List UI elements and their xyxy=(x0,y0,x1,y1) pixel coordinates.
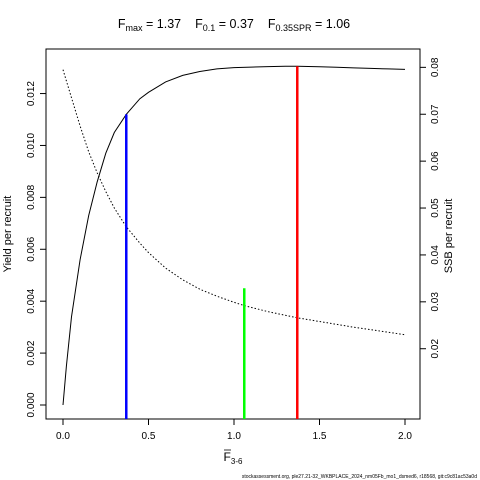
fspr-subscript: 0.35SPR xyxy=(276,23,313,33)
yield-per-recruit-line xyxy=(62,65,406,406)
reference-lines xyxy=(125,66,299,419)
y2-tick-label: 0.05 xyxy=(430,198,441,218)
x-tick-label: 0.5 xyxy=(142,431,156,442)
y-tick-label: 0.004 xyxy=(26,288,37,313)
x-axis-title-sub: 3-6 xyxy=(231,457,243,466)
series-layer xyxy=(62,65,406,406)
y-tick-label: 0.000 xyxy=(26,392,37,417)
fmax-subscript: max xyxy=(126,23,144,33)
y-tick-label: 0.002 xyxy=(26,340,37,365)
y-tick-label: 0.006 xyxy=(26,236,37,261)
x-tick-label: 0.0 xyxy=(56,431,70,442)
y-tick-label: 0.010 xyxy=(26,133,37,158)
x-axis-title-main: F xyxy=(224,450,231,464)
x-tick-label: 2.0 xyxy=(398,431,412,442)
y2-tick-label: 0.02 xyxy=(430,339,441,359)
x-tick-label: 1.5 xyxy=(313,431,327,442)
fspr-value: = 1.06 xyxy=(312,17,351,31)
y2-axis-title: SSB per recruit xyxy=(443,199,455,274)
plot-frame xyxy=(45,48,421,420)
y2-tick-label: 0.03 xyxy=(430,292,441,312)
y-axis-left: 0.000 0.002 0.004 0.006 0.008 0.010 0.012 xyxy=(26,81,47,418)
chart-title: Fmax = 1.37 F0.1 = 0.37 F0.35SPR = 1.06 xyxy=(118,17,350,33)
y2-tick-label: 0.07 xyxy=(430,104,441,124)
y2-tick-label: 0.06 xyxy=(430,151,441,171)
fspr-label: F xyxy=(268,17,276,31)
fmax-value: = 1.37 xyxy=(143,17,182,31)
y-tick-label: 0.008 xyxy=(26,184,37,209)
y2-tick-label: 0.04 xyxy=(430,245,441,265)
footer-credit: stockassessment.org, ple27.21-32_WKBPLAC… xyxy=(242,474,477,480)
f01-value: = 0.37 xyxy=(215,17,254,31)
y-axis-title: Yield per recruit xyxy=(2,196,14,273)
y-tick-label: 0.012 xyxy=(26,81,37,106)
fmax-label: F xyxy=(118,17,126,31)
y2-tick-label: 0.08 xyxy=(430,57,441,77)
y-axis-right: 0.02 0.03 0.04 0.05 0.06 0.07 0.08 xyxy=(419,57,441,359)
f01-label: F xyxy=(195,17,203,31)
x-axis-title: F3-6 xyxy=(224,450,243,466)
f01-subscript: 0.1 xyxy=(203,23,216,33)
x-axis: 0.0 0.5 1.0 1.5 2.0 xyxy=(56,418,412,442)
ssb-per-recruit-line xyxy=(62,69,406,336)
x-tick-label: 1.0 xyxy=(227,431,241,442)
